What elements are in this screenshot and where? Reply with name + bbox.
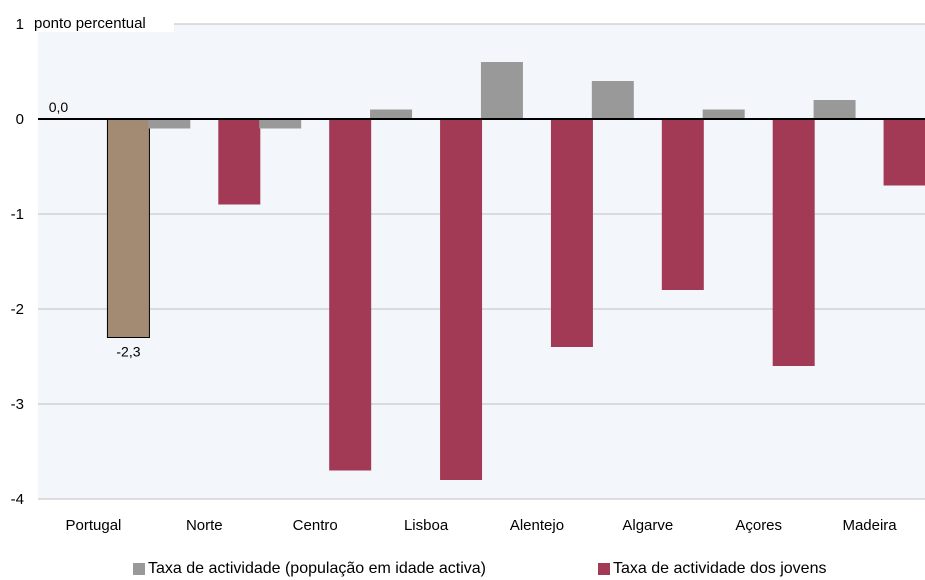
bar-series-2 <box>883 119 925 186</box>
chart: 1 0 -1 -2 -3 -4 Portugal Norte Centro Lisboa Alen… <box>10 10 925 534</box>
bar-series-2 <box>218 119 261 205</box>
x-tick-label: Madeira <box>842 517 897 534</box>
y-tick-label: -2 <box>11 301 24 318</box>
bar-series-2 <box>550 119 593 347</box>
legend-item-series-1: Taxa de actividade (população em idade a… <box>133 560 486 578</box>
unit-label: ponto percentual <box>34 15 146 32</box>
x-tick-label: Lisboa <box>404 517 449 534</box>
legend-label-series-2: Taxa de actividade dos jovens <box>613 560 827 577</box>
y-axis-tick-labels: 1 0 -1 -2 -3 -4 <box>11 16 24 508</box>
unit-label-bg <box>24 10 174 32</box>
x-tick-label: Portugal <box>66 517 122 534</box>
bar-series-2 <box>772 119 815 366</box>
legend-label-series-1: Taxa de actividade (população em idade a… <box>148 560 486 577</box>
bar-series-1 <box>480 62 523 119</box>
bars <box>106 62 925 480</box>
y-tick-label: 1 <box>16 16 24 33</box>
x-tick-label: Alentejo <box>510 517 564 534</box>
x-tick-label: Norte <box>186 517 223 534</box>
y-tick-label: -4 <box>11 491 24 508</box>
legend: Taxa de actividade (população em idade a… <box>0 560 925 580</box>
legend-swatch-series-2 <box>598 563 610 575</box>
legend-item-series-2: Taxa de actividade dos jovens <box>598 560 826 578</box>
y-tick-label: 0 <box>16 111 24 128</box>
bar-series-1 <box>148 119 191 129</box>
x-tick-label: Centro <box>293 517 338 534</box>
data-labels: 0,0 -2,3 <box>49 99 141 360</box>
data-label: -2,3 <box>116 344 140 360</box>
x-tick-label: Algarve <box>622 517 673 534</box>
bar-series-2 <box>106 118 150 338</box>
data-label: 0,0 <box>49 99 69 115</box>
x-tick-label: Açores <box>735 517 782 534</box>
bar-series-1 <box>702 109 745 119</box>
bar-series-2 <box>440 119 483 480</box>
x-axis-tick-labels: Portugal Norte Centro Lisboa Alentejo Algarve… <box>66 517 898 534</box>
bar-series-1 <box>370 109 413 119</box>
bar-series-1 <box>591 81 634 119</box>
legend-swatch-series-1 <box>133 563 145 575</box>
y-tick-label: -3 <box>11 396 24 413</box>
bar-series-1 <box>259 119 302 129</box>
bar-series-2 <box>661 119 704 290</box>
y-tick-label: -1 <box>11 206 24 223</box>
bar-series-2 <box>329 119 372 471</box>
bar-series-1 <box>813 100 856 119</box>
